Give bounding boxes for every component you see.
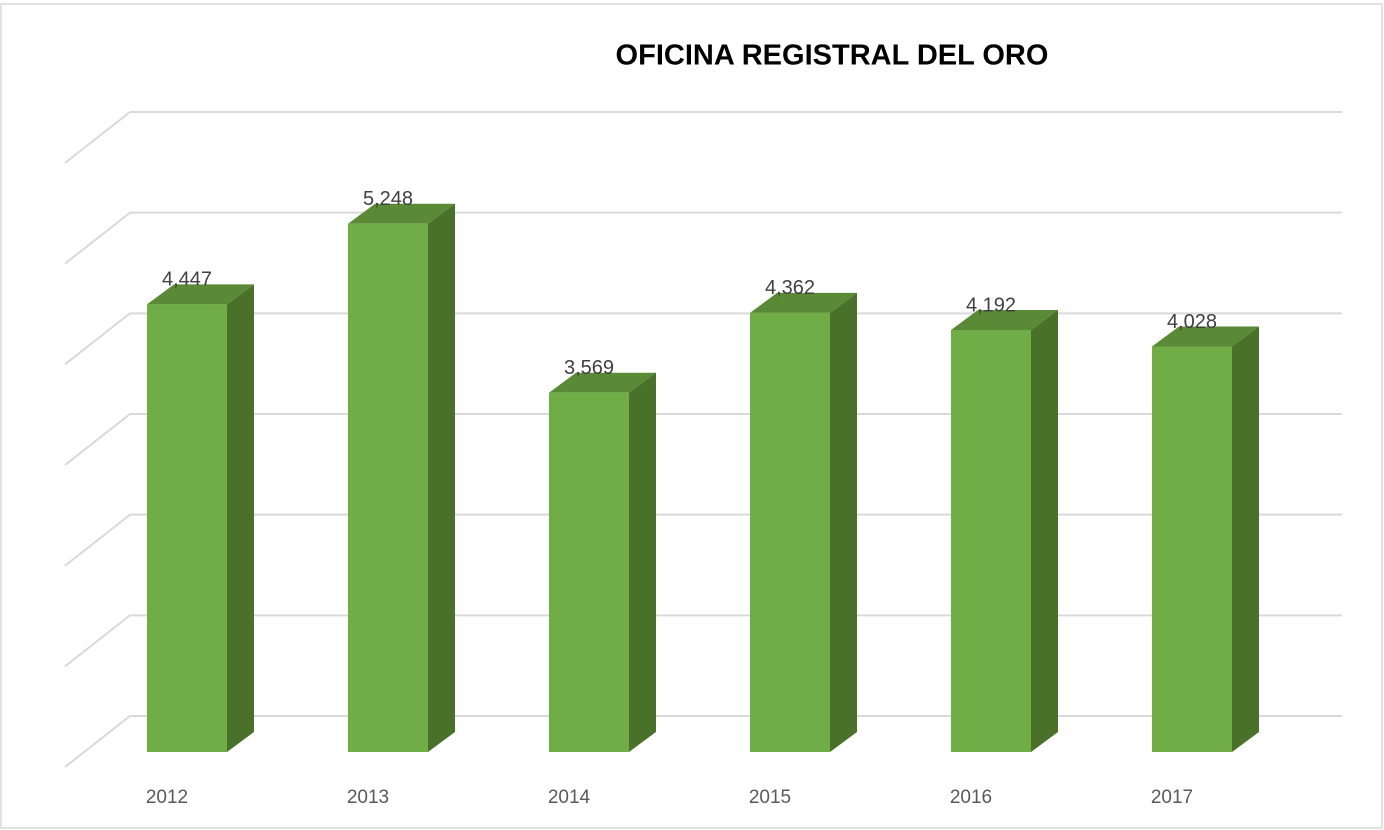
bar-top — [750, 292, 857, 313]
x-tick-label: 2012 — [146, 787, 188, 808]
bar-side — [830, 292, 857, 752]
bar — [147, 284, 254, 752]
bar — [549, 372, 656, 752]
bar — [951, 310, 1058, 752]
bar-top — [1152, 326, 1259, 347]
data-label: 4,028 — [1167, 311, 1217, 333]
chart-title: OFICINA REGISTRAL DEL ORO — [616, 40, 1049, 72]
bar-side — [1232, 326, 1259, 752]
grid-line-depth — [64, 413, 131, 466]
bar — [348, 203, 455, 752]
bar-front — [348, 223, 428, 752]
bar-front — [750, 312, 830, 752]
bar-side — [1031, 310, 1058, 752]
grid-line-depth — [64, 715, 131, 768]
bar-top — [951, 310, 1058, 331]
data-label: 3,569 — [564, 357, 614, 379]
bar — [750, 292, 857, 752]
data-label: 5,248 — [363, 188, 413, 210]
bar-side — [629, 372, 656, 752]
bar-top — [348, 203, 455, 224]
data-label: 4,362 — [765, 277, 815, 299]
bar — [1152, 326, 1259, 752]
bar-top — [549, 372, 656, 393]
bar-front — [147, 304, 227, 752]
x-tick-label: 2015 — [749, 787, 791, 808]
x-tick-label: 2016 — [950, 787, 992, 808]
bar-front — [1152, 346, 1232, 752]
bar-side — [428, 203, 455, 752]
bar-side — [227, 284, 254, 752]
grid-line-depth — [64, 111, 131, 164]
x-tick-label: 2013 — [347, 787, 389, 808]
data-label: 4,192 — [966, 294, 1016, 316]
grid-line-depth — [64, 211, 131, 265]
data-label: 4,447 — [162, 269, 212, 291]
bar-front — [951, 330, 1031, 752]
bar-top — [147, 284, 254, 305]
grid-line-depth — [64, 312, 131, 366]
x-tick-label: 2014 — [548, 787, 591, 808]
bar-front — [549, 392, 629, 752]
grid-line-depth — [64, 513, 131, 567]
grid-line-depth — [64, 614, 131, 668]
x-tick-label: 2017 — [1151, 787, 1193, 808]
